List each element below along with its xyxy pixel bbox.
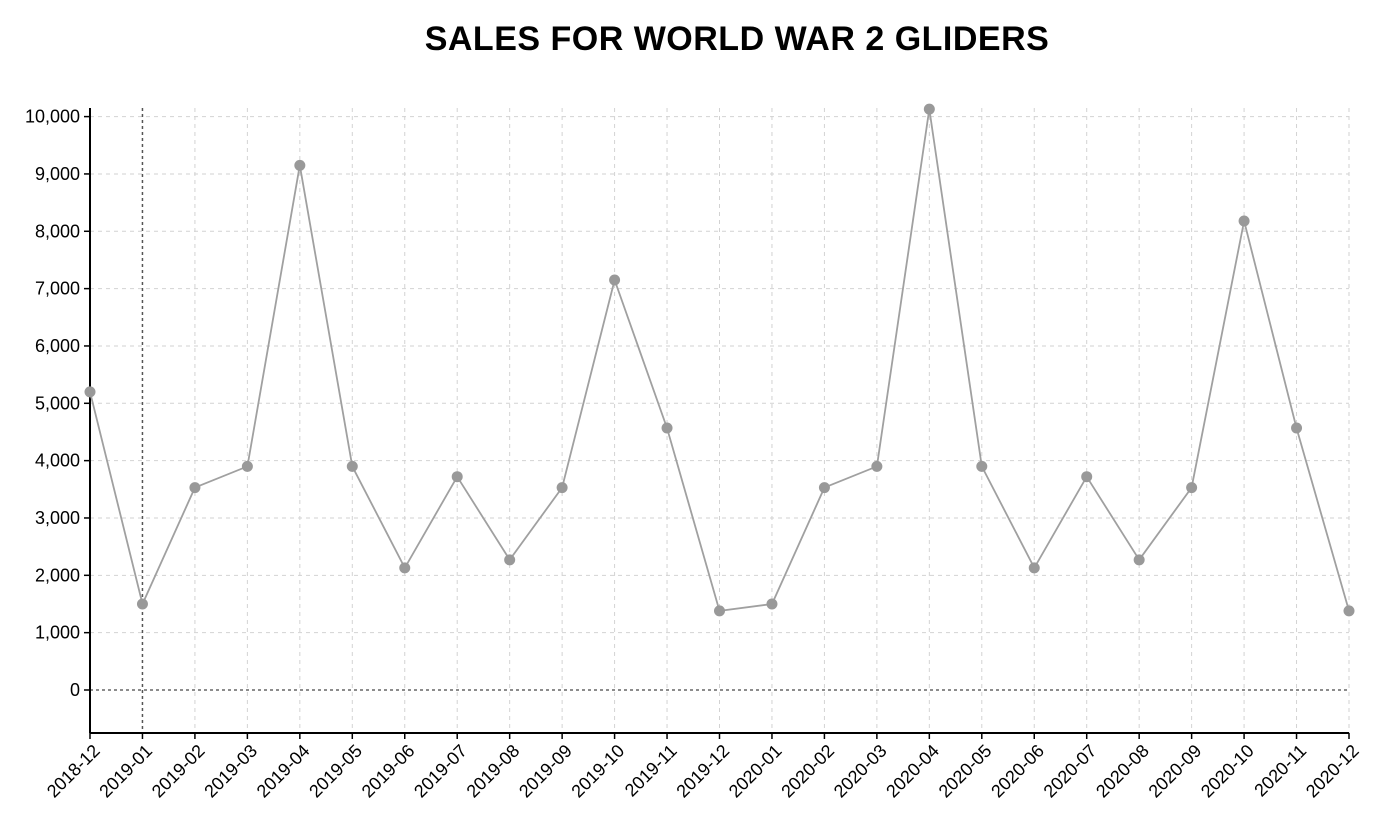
data-point[interactable] <box>1238 215 1250 227</box>
data-point[interactable] <box>1028 562 1040 574</box>
data-point[interactable] <box>294 159 306 171</box>
data-point[interactable] <box>818 482 830 494</box>
data-point[interactable] <box>1343 605 1355 617</box>
x-tick-label: 2020-04 <box>882 741 943 802</box>
data-point[interactable] <box>1133 554 1145 566</box>
y-tick-label: 7,000 <box>35 279 80 299</box>
y-axis-ticks: 0 1,000 2,000 3,000 4,000 5,000 6,000 7,000 8,00… <box>25 107 90 700</box>
y-tick-label: 2,000 <box>35 565 80 585</box>
data-point[interactable] <box>923 103 935 115</box>
x-tick-label: 2019-04 <box>253 741 314 802</box>
y-tick-label: 8,000 <box>35 221 80 241</box>
x-tick-label: 2020-10 <box>1197 741 1258 802</box>
x-tick-label: 2019-07 <box>410 741 471 802</box>
x-tick-label: 2020-05 <box>935 741 996 802</box>
x-tick-label: 2019-06 <box>358 741 419 802</box>
data-point[interactable] <box>241 460 253 472</box>
x-tick-label: 2020-07 <box>1040 741 1101 802</box>
data-point[interactable] <box>451 471 463 483</box>
x-tick-label: 2019-01 <box>95 741 156 802</box>
x-tick-label: 2020-12 <box>1302 741 1363 802</box>
x-tick-label: 2020-06 <box>987 741 1048 802</box>
x-tick-label: 2020-11 <box>1250 741 1310 801</box>
y-tick-label: 1,000 <box>35 623 80 643</box>
x-tick-label: 2019-08 <box>463 741 524 802</box>
chart-title: SALES FOR WORLD WAR 2 GLIDERS <box>424 20 1050 58</box>
x-tick-label: 2019-11 <box>621 741 681 801</box>
y-tick-label: 9,000 <box>35 164 80 184</box>
x-tick-label: 2019-12 <box>672 741 733 802</box>
x-tick-label: 2019-05 <box>305 741 366 802</box>
x-tick-label: 2019-02 <box>148 741 209 802</box>
data-point[interactable] <box>871 460 883 472</box>
data-point[interactable] <box>504 554 516 566</box>
x-axis-ticks: 2018-122019-012019-022019-032019-042019-… <box>43 733 1363 801</box>
x-tick-label: 2020-01 <box>725 741 786 802</box>
data-point[interactable] <box>1186 482 1198 494</box>
data-point[interactable] <box>84 386 96 398</box>
y-tick-label: 3,000 <box>35 508 80 528</box>
x-tick-label: 2019-09 <box>515 741 576 802</box>
data-point[interactable] <box>346 460 358 472</box>
data-point[interactable] <box>976 460 988 472</box>
x-tick-label: 2018-12 <box>43 741 104 802</box>
data-point[interactable] <box>1291 422 1303 434</box>
x-tick-label: 2020-02 <box>777 741 838 802</box>
y-tick-label: 10,000 <box>25 107 80 127</box>
data-point[interactable] <box>766 598 778 610</box>
data-point[interactable] <box>136 598 148 610</box>
data-point[interactable] <box>609 274 621 286</box>
data-point[interactable] <box>661 422 673 434</box>
y-tick-label: 4,000 <box>35 451 80 471</box>
series <box>84 103 1355 617</box>
x-tick-label: 2020-03 <box>830 741 891 802</box>
x-tick-label: 2020-08 <box>1092 741 1153 802</box>
x-tick-label: 2019-10 <box>567 741 628 802</box>
y-tick-label: 6,000 <box>35 336 80 356</box>
data-point[interactable] <box>1081 471 1093 483</box>
data-point[interactable] <box>556 482 568 494</box>
y-tick-label: 0 <box>70 680 80 700</box>
grid <box>89 108 1350 733</box>
data-point[interactable] <box>714 605 725 617</box>
x-tick-label: 2020-09 <box>1145 741 1206 802</box>
y-tick-label: 5,000 <box>35 393 80 413</box>
data-point[interactable] <box>189 482 201 494</box>
data-point[interactable] <box>399 562 411 574</box>
x-tick-label: 2019-03 <box>200 741 261 802</box>
